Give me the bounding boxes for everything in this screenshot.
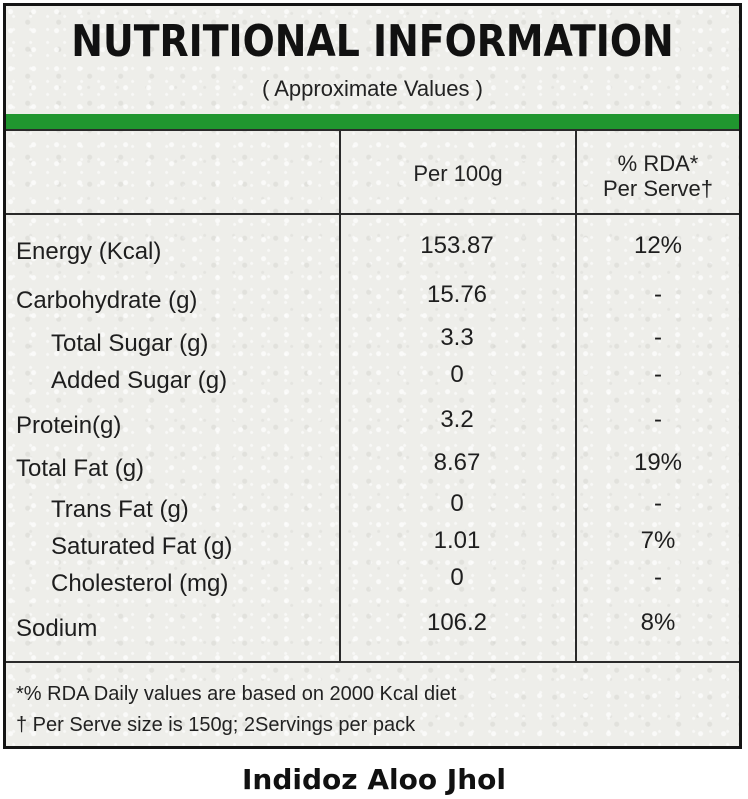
row-value-per-100g: 0 [450,564,464,591]
table-row-carbohydrate: Carbohydrate (g) 15.76 - [6,281,739,317]
table-row-cholesterol: Cholesterol (mg) 0 - [6,564,739,600]
row-value-rda: 8% [640,609,676,636]
table-row-energy: Energy (Kcal) 153.87 12% [6,232,739,268]
column-header-rda-line1: % RDA* [617,151,699,176]
label-subtitle: ( Approximate Values ) [262,76,483,101]
row-value-rda: 19% [633,449,683,476]
table-row-saturated-fat: Saturated Fat (g) 1.01 7% [6,527,739,563]
nutrition-label-panel: NUTRITIONAL INFORMATION ( Approximate Va… [3,3,742,749]
row-value-per-100g: 8.67 [433,449,481,476]
header-divider [6,213,739,215]
row-label: Energy (Kcal) [16,238,162,265]
table-row-protein: Protein(g) 3.2 - [6,406,739,442]
row-value-rda: - [654,324,662,351]
table-row-total-sugar: Total Sugar (g) 3.3 - [6,324,739,360]
row-value-rda: - [654,281,662,308]
row-value-per-100g: 3.3 [440,324,474,351]
row-value-rda: - [654,564,662,591]
row-value-per-100g: 3.2 [440,406,474,433]
column-divider-2 [575,129,577,663]
accent-bar [6,114,739,129]
table-row-total-fat: Total Fat (g) 8.67 19% [6,449,739,485]
row-label: Saturated Fat (g) [51,533,233,560]
table-row-sodium: Sodium 106.2 8% [6,609,739,645]
table-top-rule [6,129,739,131]
column-divider-1 [339,129,341,663]
row-value-rda: 7% [640,527,676,554]
row-value-per-100g: 1.01 [433,527,481,554]
row-value-rda: - [654,361,662,388]
table-row-trans-fat: Trans Fat (g) 0 - [6,490,739,526]
row-value-per-100g: 153.87 [420,232,494,259]
footnote-serve-size: † Per Serve size is 150g; 2Servings per … [16,714,416,736]
table-row-added-sugar: Added Sugar (g) 0 - [6,361,739,397]
row-label: Protein(g) [16,412,122,439]
row-label: Trans Fat (g) [51,496,189,523]
row-value-per-100g: 106.2 [426,609,488,636]
row-value-per-100g: 15.76 [426,281,488,308]
footer-divider [6,661,739,663]
column-header-rda-line2: Per Serve† [602,176,714,201]
row-label: Sodium [16,615,98,642]
row-value-rda: - [654,406,662,433]
row-value-per-100g: 0 [450,361,464,388]
row-label: Cholesterol (mg) [51,570,229,597]
row-value-rda: - [654,490,662,517]
row-label: Added Sugar (g) [51,367,228,394]
footnote-rda: *% RDA Daily values are based on 2000 Kc… [16,683,457,705]
column-header-rda: % RDA* Per Serve† [577,151,739,201]
label-title: NUTRITIONAL INFORMATION [71,16,674,67]
row-value-rda: 12% [633,232,683,259]
row-label: Carbohydrate (g) [16,287,198,314]
row-label: Total Sugar (g) [51,330,209,357]
column-header-per-100g: Per 100g [413,161,503,186]
product-name-caption: Indidoz Aloo Jhol [242,763,506,796]
row-label: Total Fat (g) [16,455,145,482]
row-value-per-100g: 0 [450,490,464,517]
